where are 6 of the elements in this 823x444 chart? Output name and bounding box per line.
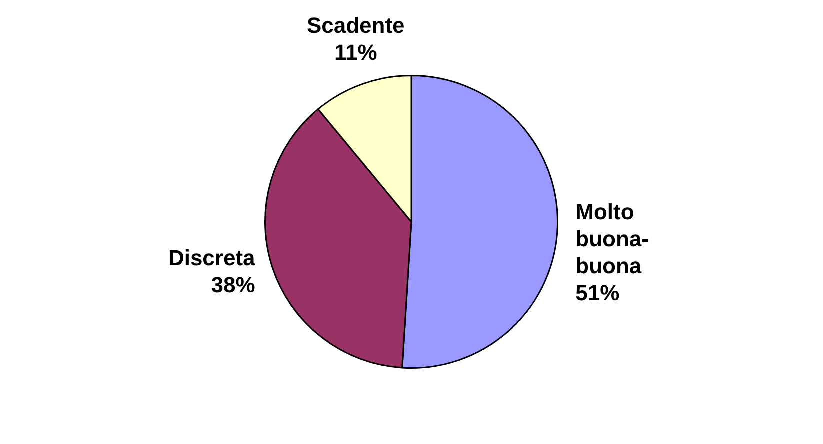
slice-label: Molto buona-buona: [576, 200, 649, 279]
slice-label: Scadente: [306, 13, 405, 38]
data-label: 51%: [576, 280, 620, 306]
slice-label: Discreta: [168, 245, 256, 270]
data-label: 11%: [334, 40, 378, 66]
data-label: 38%: [211, 272, 256, 298]
